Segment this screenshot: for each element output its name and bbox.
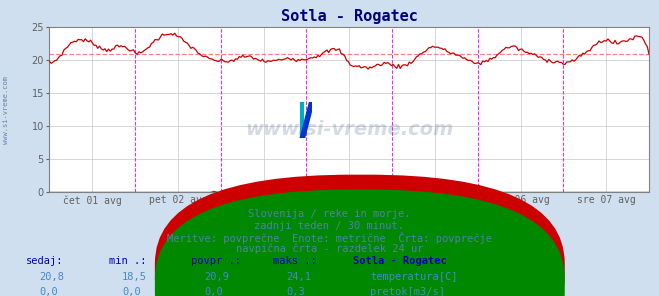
Text: pretok[m3/s]: pretok[m3/s] bbox=[370, 287, 445, 296]
Text: 0,0: 0,0 bbox=[204, 287, 223, 296]
Text: www.si-vreme.com: www.si-vreme.com bbox=[3, 75, 9, 144]
Text: 20,8: 20,8 bbox=[40, 272, 65, 282]
Text: 24,1: 24,1 bbox=[287, 272, 312, 282]
Text: 0,0: 0,0 bbox=[40, 287, 58, 296]
Text: min .:: min .: bbox=[109, 256, 146, 266]
Text: povpr .:: povpr .: bbox=[191, 256, 241, 266]
Title: Sotla - Rogatec: Sotla - Rogatec bbox=[281, 9, 418, 24]
Text: 0,0: 0,0 bbox=[122, 287, 140, 296]
Text: Slovenija / reke in morje.: Slovenija / reke in morje. bbox=[248, 209, 411, 219]
Text: www.si-vreme.com: www.si-vreme.com bbox=[245, 120, 453, 139]
Text: navpična črta - razdelek 24 ur: navpična črta - razdelek 24 ur bbox=[236, 243, 423, 254]
Text: temperatura[C]: temperatura[C] bbox=[370, 272, 458, 282]
Text: maks .:: maks .: bbox=[273, 256, 317, 266]
Text: Meritve: povprečne  Enote: metrične  Črta: povprečje: Meritve: povprečne Enote: metrične Črta:… bbox=[167, 232, 492, 244]
Text: sedaj:: sedaj: bbox=[26, 256, 64, 266]
Text: Sotla - Rogatec: Sotla - Rogatec bbox=[353, 256, 446, 266]
Text: 0,3: 0,3 bbox=[287, 287, 305, 296]
Text: zadnji teden / 30 minut.: zadnji teden / 30 minut. bbox=[254, 221, 405, 231]
Text: 18,5: 18,5 bbox=[122, 272, 147, 282]
Text: 20,9: 20,9 bbox=[204, 272, 229, 282]
